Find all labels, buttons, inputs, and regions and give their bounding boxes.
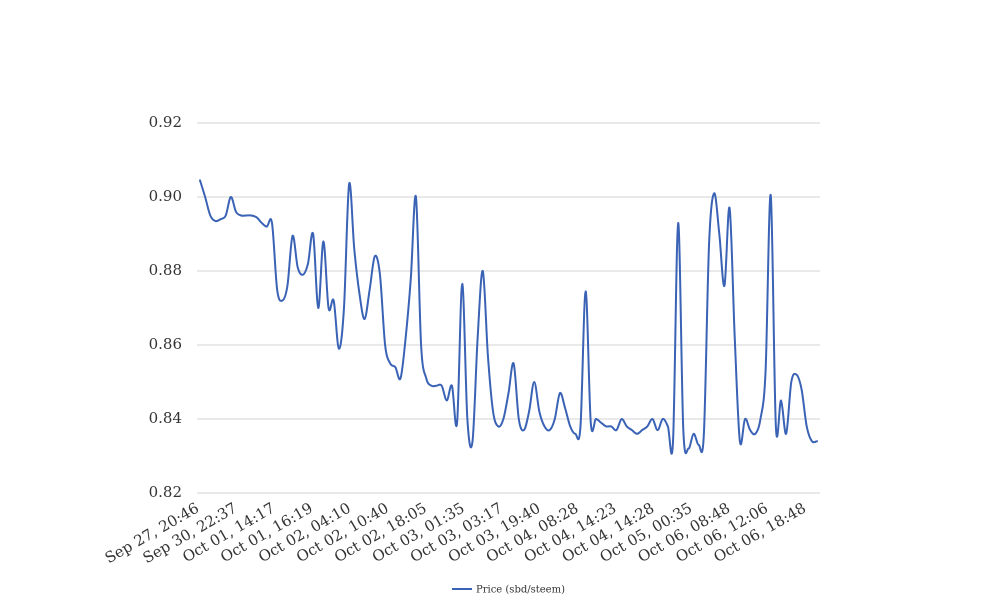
y-tick-label: 0.82: [149, 483, 182, 501]
series-line-price: [199, 179, 818, 455]
gridlines: [197, 122, 820, 494]
y-tick-label: 0.84: [149, 409, 182, 427]
y-tick-label: 0.88: [149, 261, 182, 279]
legend-label-price: Price (sbd/steem): [476, 585, 565, 596]
y-tick-label: 0.86: [149, 335, 182, 353]
plot-area: [199, 179, 818, 455]
legend: Price (sbd/steem): [452, 585, 565, 596]
y-tick-label: 0.90: [149, 187, 182, 205]
y-axis: 0.82 0.84 0.86 0.88 0.90 0.92: [149, 113, 182, 501]
y-tick-label: 0.92: [149, 113, 182, 131]
